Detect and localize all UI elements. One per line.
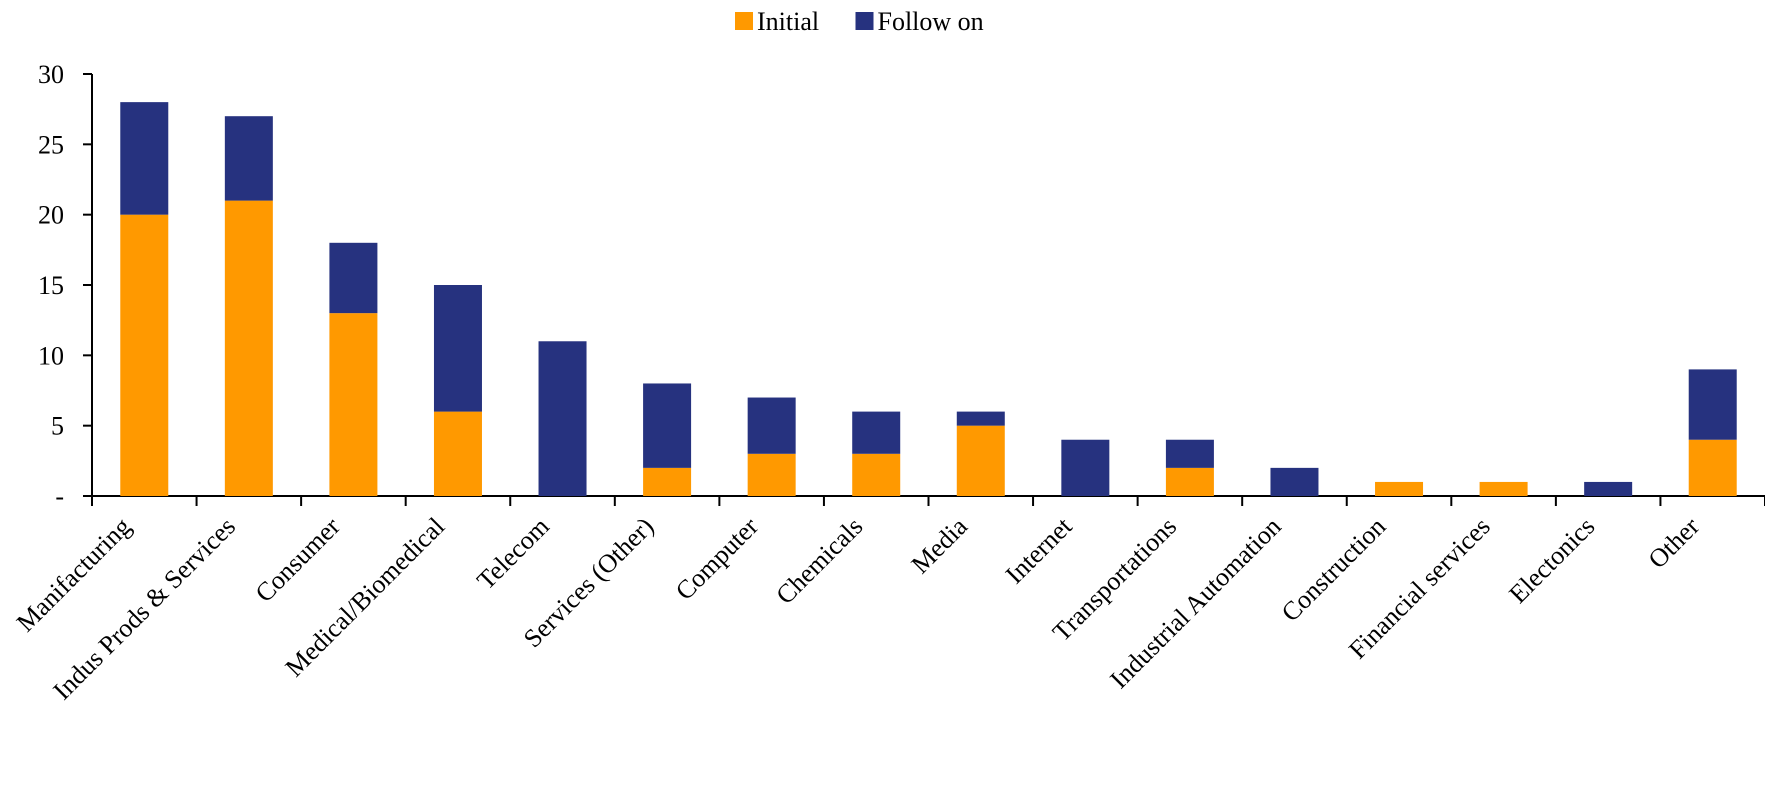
bar-initial <box>747 453 796 496</box>
bar-follow-on <box>538 341 587 496</box>
x-category-label: Industrial Automation <box>1104 512 1286 694</box>
bar-initial <box>1375 481 1424 496</box>
y-tick-label: 30 <box>38 60 64 89</box>
bar-follow-on <box>1061 439 1110 496</box>
legend: Initial Follow on <box>735 7 984 36</box>
bar-follow-on <box>1165 439 1214 468</box>
x-category-label: Other <box>1643 511 1706 574</box>
bar-initial <box>1165 467 1214 496</box>
bar-initial <box>329 313 378 496</box>
x-category-label: Media <box>906 511 974 579</box>
bar-follow-on <box>747 397 796 454</box>
legend-swatch-follow-on <box>855 12 874 30</box>
legend-label-follow-on: Follow on <box>878 7 984 36</box>
bar-follow-on <box>852 411 901 454</box>
bars <box>120 102 1737 496</box>
bar-initial <box>433 411 482 496</box>
bar-initial <box>1688 439 1737 496</box>
x-category-label: Internet <box>1000 511 1078 589</box>
x-category-label: Chemicals <box>770 512 868 610</box>
bar-initial <box>852 453 901 496</box>
bar-follow-on <box>643 383 692 468</box>
bar-follow-on <box>120 102 169 215</box>
legend-swatch-initial <box>735 12 753 30</box>
bar-initial <box>120 214 169 496</box>
axes: - 5 10 15 20 25 30 <box>38 60 1765 511</box>
bar-follow-on <box>224 116 273 201</box>
y-tick-label: 20 <box>38 201 64 230</box>
bar-follow-on <box>1688 369 1737 440</box>
x-category-label: Computer <box>670 512 764 606</box>
bar-follow-on <box>1584 481 1633 496</box>
x-category-label: Consumer <box>250 512 346 608</box>
y-tick-label: 25 <box>38 130 64 159</box>
x-category-label: Electonics <box>1503 512 1600 609</box>
bar-initial <box>956 425 1005 496</box>
bar-initial <box>1479 481 1528 496</box>
y-tick-label: 10 <box>38 341 64 370</box>
bar-initial <box>643 467 692 496</box>
x-category-label: Telecom <box>471 512 555 596</box>
legend-label-initial: Initial <box>757 7 819 36</box>
x-category-label: Construction <box>1276 512 1392 628</box>
bar-follow-on <box>956 411 1005 426</box>
bar-follow-on <box>433 285 482 412</box>
y-tick-label: 5 <box>51 412 64 441</box>
bar-follow-on <box>329 242 378 314</box>
bar-initial <box>224 200 273 496</box>
x-category-label: Indus Prods & Services <box>47 512 241 706</box>
bar-follow-on <box>1270 467 1319 496</box>
y-tick-label: 15 <box>38 271 64 300</box>
y-tick-label: - <box>55 482 64 511</box>
